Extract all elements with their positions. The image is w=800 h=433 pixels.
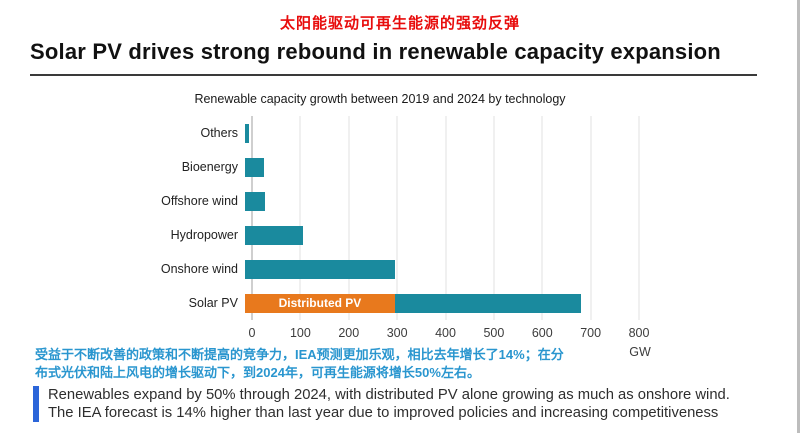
chinese-note-line1: 受益于不断改善的政策和不断提高的竞争力，IEA预测更加乐观，相比去年增长了14%… — [35, 347, 564, 362]
distributed-pv-segment: Distributed PV — [245, 293, 395, 313]
gridline — [348, 116, 350, 320]
title-underline — [30, 74, 757, 76]
x-tick-label: 100 — [289, 326, 311, 340]
bar-segment — [245, 259, 395, 279]
chart-row: Others — [0, 116, 800, 150]
bar-track — [245, 157, 632, 177]
summary-line2: The IEA forecast is 14% higher than last… — [48, 405, 719, 421]
chart-row: Hydropower — [0, 218, 800, 252]
bar-track — [245, 225, 632, 245]
category-label: Bioenergy — [181, 160, 238, 174]
bar-chart: Renewable capacity growth between 2019 a… — [0, 92, 800, 359]
x-tick-label: 300 — [386, 326, 408, 340]
bar-segment — [245, 191, 266, 211]
gridline — [638, 116, 640, 320]
chart-body: Others Bioenergy Offshore wind Hydropower On… — [0, 116, 800, 320]
gridline — [541, 116, 543, 320]
chart-title: Renewable capacity growth between 2019 a… — [194, 92, 566, 106]
category-label: Hydropower — [170, 228, 238, 242]
x-tick-label: 500 — [483, 326, 505, 340]
bar-track — [245, 191, 632, 211]
chinese-note-line2: 布式光伏和陆上风电的增长驱动下，到2024年，可再生能源将增长50%左右。 — [35, 365, 480, 380]
category-label: Offshore wind — [161, 194, 238, 208]
chart-row: Offshore wind — [0, 184, 800, 218]
summary-callout: Renewables expand by 50% through 2024, w… — [33, 386, 778, 422]
category-label: Others — [200, 126, 238, 140]
chart-row: Onshore wind — [0, 252, 800, 286]
bar-segment — [245, 157, 265, 177]
gridline — [251, 116, 253, 320]
distributed-pv-label: Distributed PV — [278, 296, 362, 310]
x-tick-label: 700 — [580, 326, 602, 340]
bar-track — [245, 123, 632, 143]
bar-segment — [394, 293, 582, 313]
gridline — [493, 116, 495, 320]
right-edge-strip — [797, 0, 800, 433]
x-tick-label: 600 — [531, 326, 553, 340]
chart-row: Bioenergy — [0, 150, 800, 184]
chart-row: Solar PV Distributed PV — [0, 286, 800, 320]
x-tick-label: 200 — [338, 326, 360, 340]
bar-track: Distributed PV — [245, 293, 632, 313]
gridline — [396, 116, 398, 320]
x-tick-label: 400 — [435, 326, 456, 340]
x-axis-unit: GW — [629, 345, 651, 359]
slide-title-chinese: 太阳能驱动可再生能源的强劲反弹 — [279, 15, 520, 32]
category-label: Solar PV — [188, 296, 238, 310]
category-label: Onshore wind — [160, 262, 238, 276]
gridline — [445, 116, 446, 320]
bar-track — [245, 259, 632, 279]
slide-title: Solar PV drives strong rebound in renewa… — [30, 39, 721, 64]
x-tick-label: 0 — [248, 326, 256, 340]
bar-segment — [245, 225, 304, 245]
chart-rows: Others Bioenergy Offshore wind Hydropower On… — [0, 116, 800, 320]
chart-axis: GW 0 100 200 300 400 500 600 700 800 — [248, 326, 651, 359]
gridline — [299, 116, 301, 320]
summary-line1: Renewables expand by 50% through 2024, w… — [48, 387, 730, 403]
x-tick-label: 800 — [628, 326, 650, 340]
bar-segment — [245, 123, 249, 143]
chinese-note: 受益于不断改善的政策和不断提高的竞争力，IEA预测更加乐观，相比去年增长了14%… — [35, 346, 800, 382]
gridline — [590, 116, 592, 320]
chart-gridlines — [251, 116, 640, 320]
